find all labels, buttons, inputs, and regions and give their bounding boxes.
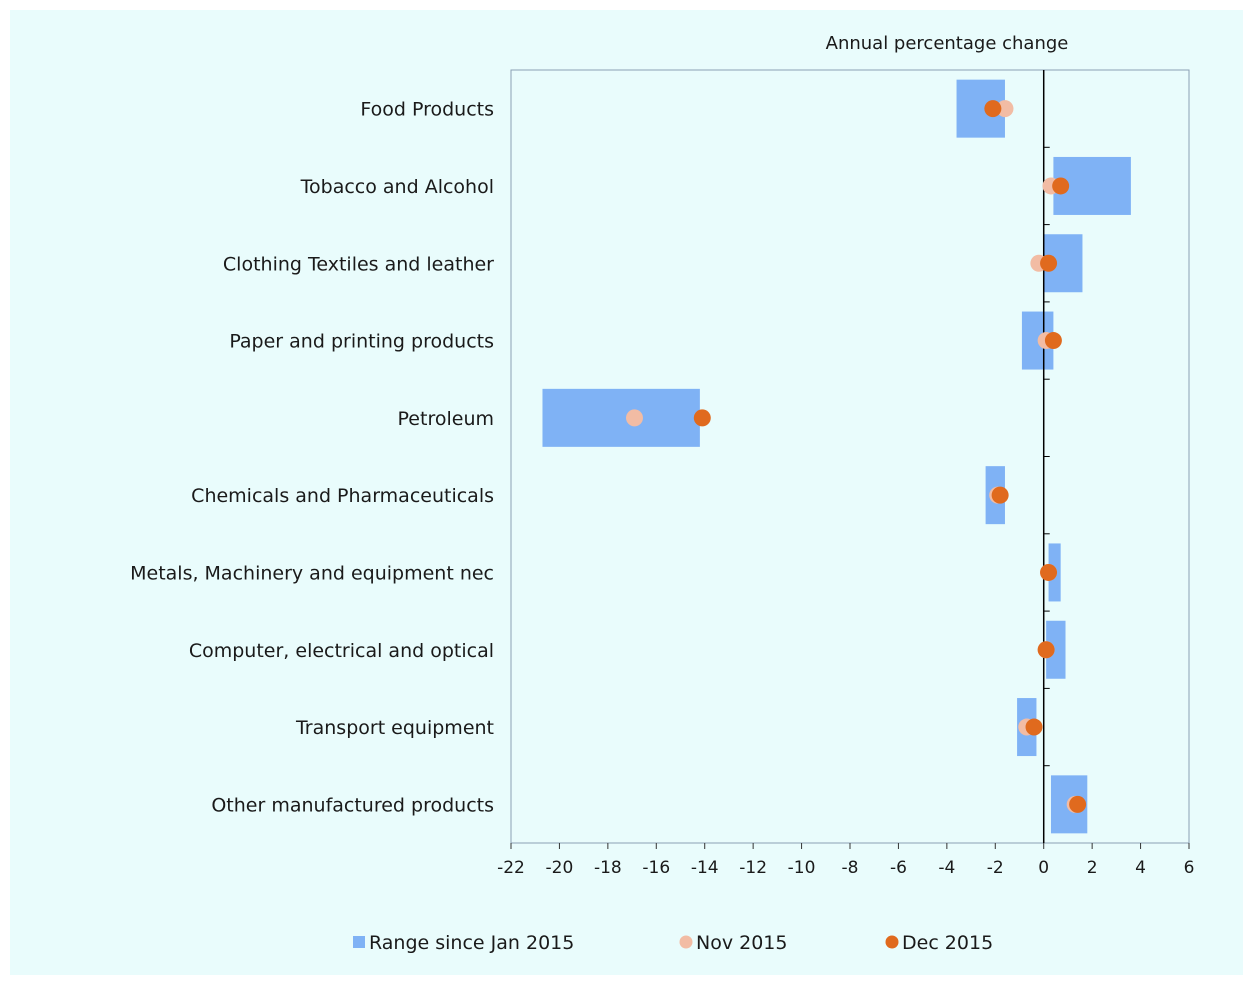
- category-label: Petroleum: [398, 408, 494, 430]
- range-bar: [1046, 620, 1066, 679]
- chart-container: Annual percentage change Food Products To…: [10, 10, 1243, 975]
- legend-swatch-point: [679, 935, 693, 949]
- x-tick-label: 6: [1184, 858, 1195, 878]
- x-tick-label: -14: [691, 858, 719, 878]
- dec-2015-point: [1037, 641, 1055, 659]
- legend-label: Dec 2015: [902, 932, 993, 954]
- x-tick-label: 4: [1135, 858, 1146, 878]
- x-tick-label: -12: [739, 858, 767, 878]
- x-tick-label: -8: [842, 858, 859, 878]
- category-label: Paper and printing products: [229, 331, 494, 353]
- dec-2015-point: [1025, 718, 1043, 736]
- x-tick-label: -18: [594, 858, 622, 878]
- x-tick-label: -2: [987, 858, 1004, 878]
- x-tick-label: 0: [1038, 858, 1049, 878]
- nov-2015-point: [996, 100, 1014, 118]
- nov-2015-point: [625, 409, 643, 427]
- dec-2015-point: [693, 409, 711, 427]
- category-label: Food Products: [360, 99, 494, 121]
- category-label: Tobacco and Alcohol: [300, 176, 494, 198]
- dec-2015-point: [991, 486, 1009, 504]
- x-tick-label: -6: [890, 858, 907, 878]
- x-axis-title: Annual percentage change: [826, 33, 1069, 54]
- category-label: Computer, electrical and optical: [189, 640, 494, 662]
- x-tick-label: -4: [938, 858, 955, 878]
- dec-2015-point: [984, 100, 1002, 118]
- legend-label: Nov 2015: [696, 932, 787, 954]
- legend-swatch-range: [353, 936, 365, 948]
- x-tick-label: 2: [1087, 858, 1098, 878]
- category-label: Clothing Textiles and leather: [223, 253, 494, 275]
- x-tick-label: -20: [546, 858, 574, 878]
- x-tick-label: -16: [642, 858, 670, 878]
- dec-2015-point: [1044, 332, 1062, 350]
- range-bar: [542, 388, 700, 447]
- category-label: Chemicals and Pharmaceuticals: [191, 485, 494, 507]
- category-label: Other manufactured products: [211, 794, 494, 816]
- dec-2015-point: [1052, 177, 1070, 195]
- dec-2015-point: [1040, 254, 1058, 272]
- dec-2015-point: [1069, 795, 1087, 813]
- range-dot-chart: Annual percentage change Food Products To…: [130, 33, 1195, 954]
- dec-2015-point: [1040, 563, 1058, 581]
- legend-label: Range since Jan 2015: [369, 932, 574, 954]
- x-tick-label: -10: [788, 858, 816, 878]
- x-tick-label: -22: [497, 858, 525, 878]
- category-label: Transport equipment: [295, 717, 494, 739]
- category-label: Metals, Machinery and equipment nec: [130, 562, 494, 584]
- legend-swatch-point: [885, 935, 899, 949]
